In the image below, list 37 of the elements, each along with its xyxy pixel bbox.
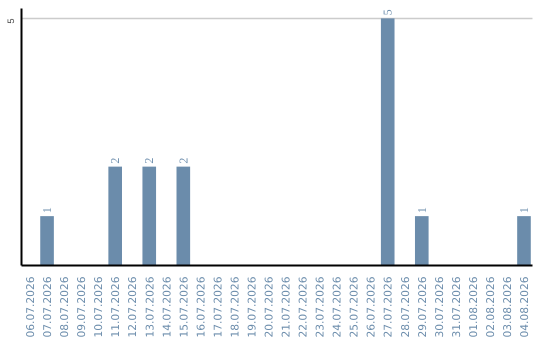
x-tick-label: 18.07.2026 bbox=[228, 276, 242, 338]
x-tick-label: 06.07.2026 bbox=[24, 276, 38, 338]
x-tick-label: 19.07.2026 bbox=[245, 276, 258, 338]
x-tick-label: 23.07.2026 bbox=[314, 276, 327, 338]
x-tick-label: 07.07.2026 bbox=[41, 276, 54, 338]
x-tick-label: 21.07.2026 bbox=[280, 276, 293, 338]
x-tick-label: 16.07.2026 bbox=[194, 276, 208, 338]
x-tick-label: 11.07.2026 bbox=[109, 276, 122, 338]
x-tick-label: 10.07.2026 bbox=[92, 276, 106, 338]
x-tick-label: 04.08.2026 bbox=[518, 276, 531, 338]
x-tick-label: 17.07.2026 bbox=[211, 276, 224, 338]
x-tick-label: 30.07.2026 bbox=[432, 276, 446, 338]
x-tick-label: 28.07.2026 bbox=[398, 276, 412, 338]
x-tick-label: 15.07.2026 bbox=[177, 276, 190, 338]
x-tick-label: 26.07.2026 bbox=[364, 276, 378, 338]
data-label: 2 bbox=[108, 158, 122, 164]
data-label: 1 bbox=[414, 207, 429, 214]
x-tick-label: 14.07.2026 bbox=[160, 276, 174, 338]
x-tick-label: 08.07.2026 bbox=[58, 276, 72, 338]
x-tick-label: 03.08.2026 bbox=[500, 276, 514, 338]
x-tick-label: 01.08.2026 bbox=[466, 276, 480, 338]
x-tick-label: 12.07.2026 bbox=[126, 276, 140, 338]
data-label: 1 bbox=[516, 207, 531, 214]
x-tick-label: 29.07.2026 bbox=[416, 276, 429, 338]
data-label: 2 bbox=[176, 158, 190, 164]
x-tick-label: 02.08.2026 bbox=[484, 276, 497, 338]
data-label: 1 bbox=[40, 207, 54, 214]
x-tick-label: 22.07.2026 bbox=[296, 276, 310, 338]
data-label: 2 bbox=[142, 158, 156, 164]
x-tick-label: 27.07.2026 bbox=[382, 276, 395, 338]
x-tick-label: 09.07.2026 bbox=[75, 276, 88, 338]
x-tick-label: 24.07.2026 bbox=[330, 276, 344, 338]
x-tick-label: 13.07.2026 bbox=[143, 276, 156, 338]
x-tick-label: 25.07.2026 bbox=[348, 276, 361, 338]
data-label: 5 bbox=[380, 9, 395, 16]
x-tick-label: 20.07.2026 bbox=[262, 276, 276, 338]
x-tick-label: 31.07.2026 bbox=[450, 276, 463, 338]
